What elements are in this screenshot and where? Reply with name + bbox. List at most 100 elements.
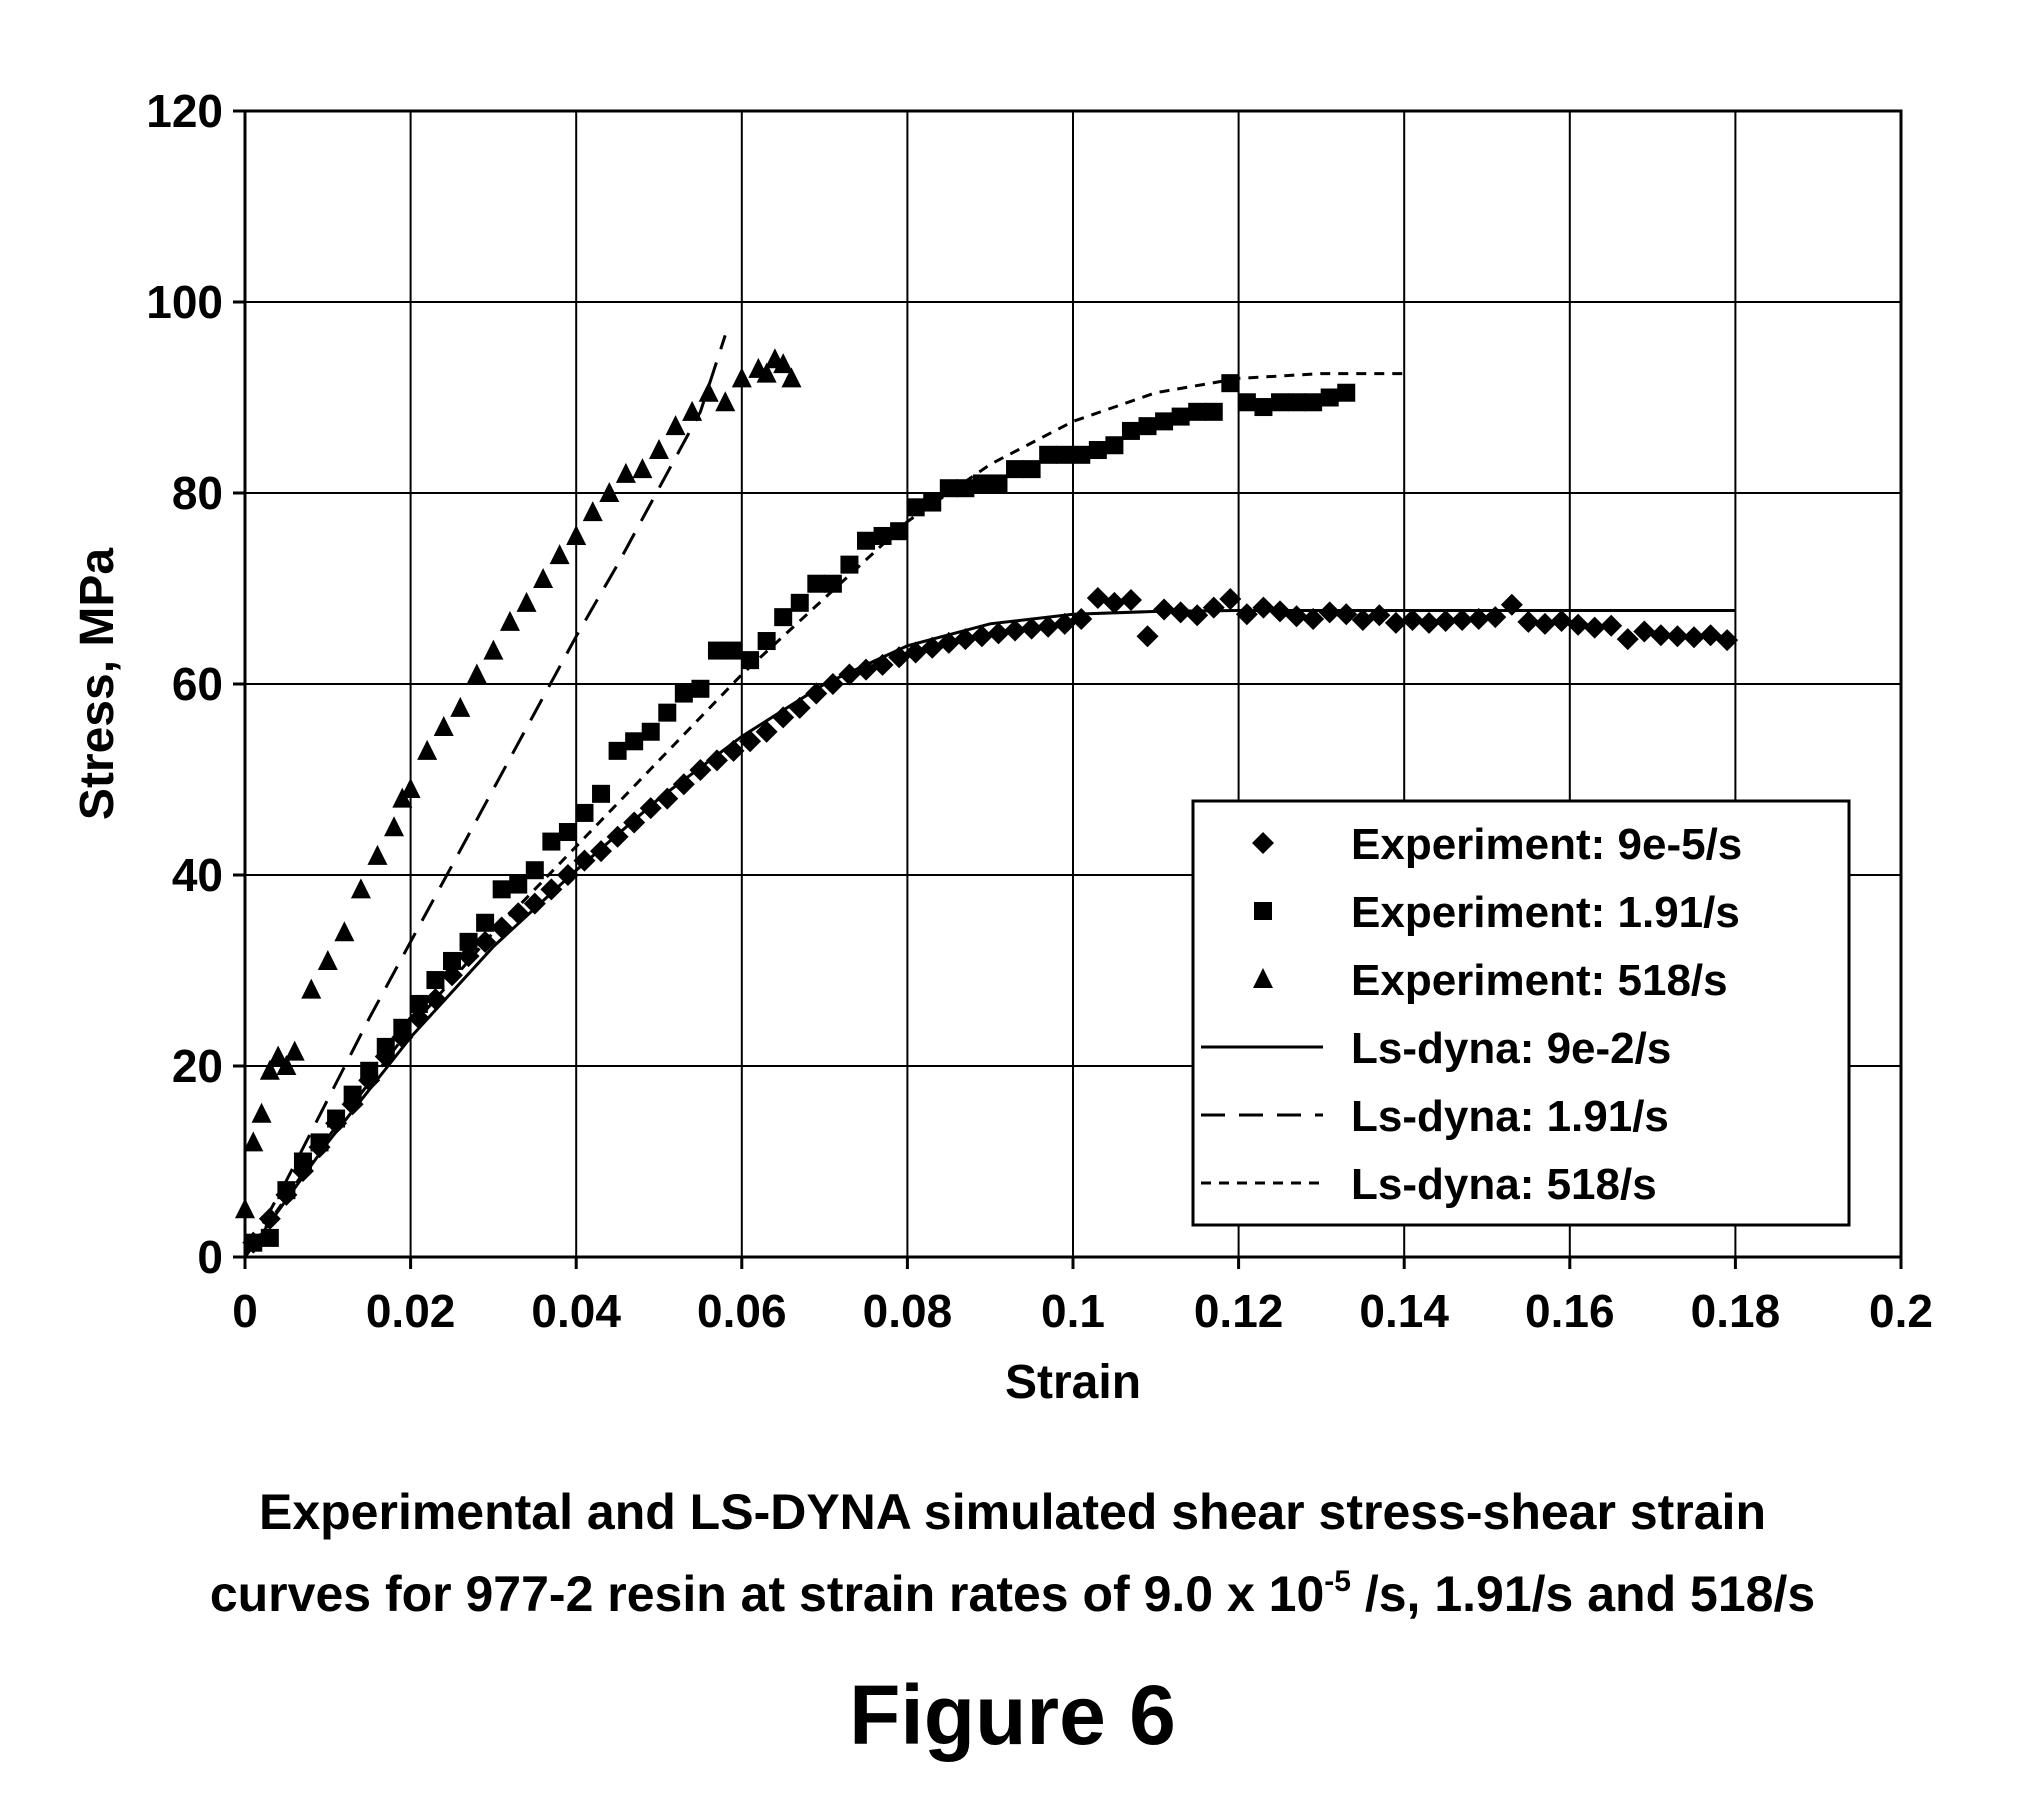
data-point [791,594,809,612]
data-point [334,921,354,941]
data-point [807,575,825,593]
legend-marker-swatch [1254,902,1272,920]
x-tick-label: 0 [232,1285,258,1337]
data-point [1254,398,1272,416]
data-point [989,474,1007,492]
series-line [245,335,725,1257]
caption-line-1: Experimental and LS-DYNA simulated shear… [0,1482,2025,1542]
legend-label: Experiment: 9e-5/s [1351,820,1742,869]
data-point [1153,599,1175,621]
data-point [526,861,544,879]
data-point [1023,460,1041,478]
data-point [476,914,494,932]
y-tick-label: 60 [172,658,223,710]
data-point [566,525,586,545]
data-point [1120,589,1142,611]
data-point [649,439,669,459]
data-point [682,401,702,421]
data-point [559,823,577,841]
data-point [493,880,511,898]
data-point [1286,605,1308,627]
data-point [1304,393,1322,411]
data-point [758,632,776,650]
data-point [632,458,652,478]
caption-line-2: curves for 977-2 resin at strain rates o… [0,1552,2025,1624]
y-axis-label: Stress, MPa [71,548,124,820]
y-tick-label: 100 [146,276,223,328]
legend-label: Experiment: 518/s [1351,956,1728,1005]
data-point [1006,460,1024,478]
data-point [542,833,560,851]
data-point [1501,594,1523,616]
legend-label: Ls-dyna: 1.91/s [1351,1092,1669,1141]
data-point [301,979,321,999]
x-tick-label: 0.08 [863,1285,953,1337]
data-point [625,732,643,750]
caption-line-2-prefix: curves for 977-2 resin at strain rates o… [210,1566,1324,1622]
data-point [1534,613,1556,635]
x-tick-label: 0.04 [531,1285,621,1337]
data-point [609,742,627,760]
data-point [1337,384,1355,402]
legend-label: Experiment: 1.91/s [1351,888,1740,937]
caption-exponent: -5 [1324,1565,1351,1598]
data-point [450,697,470,717]
data-point [235,1198,255,1218]
x-tick-label: 0.16 [1525,1285,1615,1337]
legend-label: Ls-dyna: 9e-2/s [1351,1024,1671,1073]
x-tick-label: 0.1 [1041,1285,1105,1337]
data-point [426,971,444,989]
data-point [1072,446,1090,464]
legend: Experiment: 9e-5/s Experiment: 1.91/s Expe… [1193,801,1849,1225]
data-point [500,611,520,631]
data-point [318,950,338,970]
x-tick-label: 0.02 [366,1285,456,1337]
data-point [1155,412,1173,430]
data-point [642,723,660,741]
data-point [1122,422,1140,440]
data-point [483,640,503,660]
data-point [1105,436,1123,454]
data-point [252,1103,272,1123]
data-point [1271,393,1289,411]
data-point [540,878,562,900]
y-tick-label: 80 [172,467,223,519]
y-tick-label: 120 [146,85,223,137]
data-point [1089,441,1107,459]
data-point [533,568,553,588]
data-point [973,474,991,492]
x-tick-label: 0.18 [1691,1285,1781,1337]
data-point [1039,446,1057,464]
x-axis-label: Strain [1005,1356,1141,1409]
figure-label: Figure 6 [0,1665,2025,1765]
data-point [987,622,1009,644]
data-point [666,415,686,435]
data-point [1139,417,1157,435]
data-point [360,1062,378,1080]
data-point [410,995,428,1013]
data-point [367,845,387,865]
data-point [774,608,792,626]
data-point [1288,393,1306,411]
data-point [434,716,454,736]
x-tick-label: 0.2 [1869,1285,1933,1337]
data-point [1700,624,1722,646]
data-point [616,463,636,483]
data-point [1056,446,1074,464]
x-tick-label: 0.14 [1359,1285,1449,1337]
data-point [907,498,925,516]
data-point [1087,587,1109,609]
data-point [1205,403,1223,421]
data-point [1600,615,1622,637]
data-point [857,532,875,550]
data-point [658,704,676,722]
data-point [509,876,527,894]
data-point [384,816,404,836]
data-point [351,878,371,898]
caption-line-2-suffix: /s, 1.91/s and 518/s [1351,1566,1815,1622]
data-point [592,785,610,803]
data-point [517,592,537,612]
data-point [575,804,593,822]
y-tick-label: 0 [197,1231,223,1283]
data-point [691,680,709,698]
